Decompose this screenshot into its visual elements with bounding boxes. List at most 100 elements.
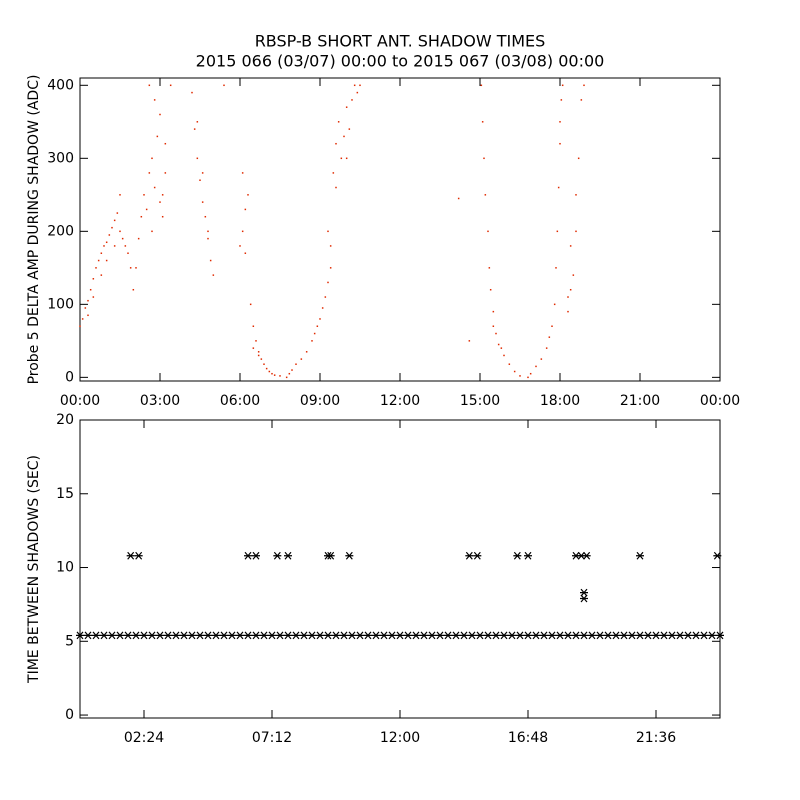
point — [196, 121, 199, 123]
point — [604, 631, 612, 640]
y-tick-label: 400 — [47, 77, 74, 93]
point — [311, 340, 313, 342]
point — [480, 84, 483, 87]
point — [273, 374, 276, 376]
point — [582, 551, 591, 560]
point — [388, 631, 396, 640]
point — [148, 84, 151, 87]
point — [199, 179, 201, 181]
point — [263, 363, 265, 365]
point — [285, 376, 288, 379]
point — [708, 631, 716, 640]
point — [348, 631, 356, 640]
point — [164, 172, 167, 174]
point — [81, 318, 84, 320]
point — [340, 157, 343, 160]
point — [556, 631, 564, 640]
y-tick-label: 200 — [47, 223, 74, 239]
point — [164, 142, 167, 145]
point — [89, 288, 92, 291]
point — [156, 631, 164, 640]
point — [223, 84, 225, 87]
point — [319, 318, 321, 320]
point — [628, 631, 636, 640]
point — [460, 631, 468, 640]
point — [468, 631, 476, 640]
point — [279, 375, 281, 377]
point — [140, 215, 143, 218]
point — [300, 358, 303, 360]
point — [236, 631, 244, 640]
point — [636, 551, 644, 560]
point — [204, 215, 207, 218]
point — [329, 267, 332, 269]
point — [84, 631, 92, 640]
point — [220, 631, 228, 640]
point — [151, 230, 153, 233]
point — [313, 332, 316, 335]
point — [557, 186, 560, 189]
point — [316, 325, 319, 327]
y-tick-label: 0 — [65, 707, 74, 723]
point — [255, 340, 257, 342]
y-tick-label: 100 — [47, 296, 74, 312]
x-tick-label: 21:36 — [636, 730, 676, 746]
point — [580, 594, 588, 603]
point — [572, 274, 575, 276]
point — [396, 631, 404, 640]
y-tick-label: 0 — [65, 369, 74, 385]
point — [567, 310, 569, 313]
point — [271, 372, 273, 375]
point — [151, 157, 153, 160]
point — [92, 631, 100, 640]
point — [692, 631, 700, 640]
point — [284, 551, 292, 560]
point — [540, 631, 548, 640]
point — [252, 347, 255, 349]
point — [191, 91, 193, 94]
point — [524, 551, 532, 560]
point — [468, 340, 471, 342]
point — [156, 135, 159, 138]
point — [348, 128, 351, 130]
point — [335, 142, 337, 145]
point — [489, 288, 492, 291]
point — [153, 99, 156, 101]
point — [321, 307, 324, 309]
point — [132, 288, 135, 291]
point — [492, 310, 495, 313]
point — [555, 267, 557, 269]
point — [452, 631, 460, 640]
point — [465, 551, 474, 560]
point — [87, 299, 89, 302]
point — [351, 99, 353, 101]
point — [404, 631, 412, 640]
point — [305, 351, 308, 353]
y-tick-label: 20 — [56, 412, 74, 428]
point — [340, 631, 348, 640]
point — [428, 631, 436, 640]
point — [212, 274, 215, 276]
point — [577, 157, 580, 160]
point — [209, 259, 212, 262]
x-tick-label: 06:00 — [220, 393, 260, 409]
point — [497, 343, 500, 346]
y-tick-label: 15 — [56, 486, 74, 502]
point — [636, 631, 644, 640]
point — [668, 631, 676, 640]
point — [145, 208, 148, 211]
point — [268, 631, 276, 640]
point — [153, 186, 156, 189]
x-tick-label: 12:00 — [380, 393, 420, 409]
point — [129, 267, 132, 269]
point — [124, 245, 127, 247]
point — [529, 372, 532, 375]
x-tick-label: 12:00 — [380, 730, 420, 746]
point — [716, 631, 724, 640]
point — [252, 631, 260, 640]
point — [476, 631, 484, 640]
chart-subtitle: 2015 066 (03/07) 00:00 to 2015 067 (03/0… — [196, 52, 605, 71]
point — [148, 631, 156, 640]
